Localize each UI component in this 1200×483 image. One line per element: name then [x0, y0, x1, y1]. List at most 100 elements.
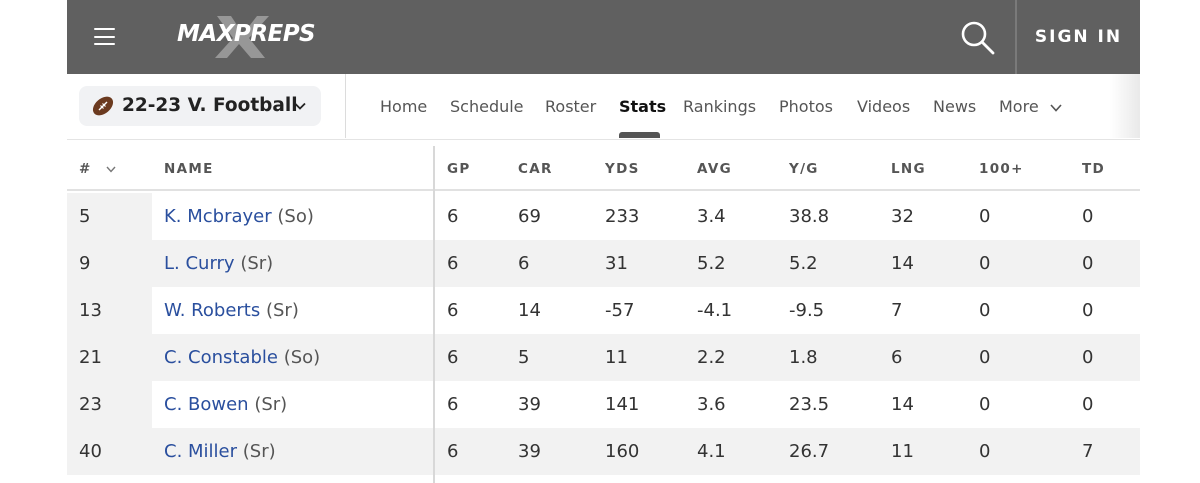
football-icon	[92, 96, 114, 116]
player-name-link[interactable]: K. Mcbrayer (So)	[164, 193, 314, 240]
column-header-100plus[interactable]: 100+	[979, 161, 1024, 177]
cell-gp: 6	[447, 253, 459, 274]
tab-photos[interactable]: Photos	[779, 97, 833, 116]
name-cell-background	[152, 287, 433, 334]
name-cell-background	[152, 240, 433, 287]
header-divider	[1015, 0, 1017, 74]
cell-yds: 31	[605, 253, 628, 274]
chevron-down-icon	[1050, 103, 1062, 112]
cell-yg: 1.8	[789, 347, 818, 368]
cell-td: 0	[1082, 206, 1094, 227]
player-class: (So)	[277, 206, 314, 227]
cell-gp: 6	[447, 394, 459, 415]
active-tab-indicator	[619, 132, 660, 138]
number-cell-background	[67, 240, 152, 287]
tab-rankings[interactable]: Rankings	[683, 97, 757, 116]
tab-stats[interactable]: Stats	[619, 97, 667, 116]
cell-td: 7	[1082, 441, 1094, 462]
cell-yg: 38.8	[789, 206, 830, 227]
column-header-name[interactable]: NAME	[164, 161, 214, 177]
cell-lng: 11	[891, 441, 914, 462]
column-header-td[interactable]: TD	[1082, 161, 1106, 177]
cell-gp: 6	[447, 300, 459, 321]
number-cell-background	[67, 287, 152, 334]
column-header-lng[interactable]: LNG	[891, 161, 926, 177]
search-icon[interactable]	[960, 20, 996, 56]
maxpreps-logo[interactable]: MAXPREPS	[177, 14, 317, 58]
player-name-link[interactable]: W. Roberts (Sr)	[164, 287, 299, 334]
column-header-car[interactable]: CAR	[518, 161, 553, 177]
cell-avg: 5.2	[697, 253, 726, 274]
column-header-number[interactable]: #	[79, 146, 116, 191]
table-row: 13 W. Roberts (Sr) 6 14 -57 -4.1 -9.5 7 0 0	[67, 287, 1140, 334]
player-name: C. Constable	[164, 347, 278, 368]
sticky-column-divider	[433, 146, 435, 483]
tab-more[interactable]: More	[999, 74, 1062, 138]
sport-season-dropdown[interactable]: 22-23 V. Football	[79, 86, 321, 126]
table-row: 23 C. Bowen (Sr) 6 39 141 3.6 23.5 14 0 0	[67, 381, 1140, 428]
cell-jersey-number: 40	[79, 441, 102, 462]
column-header-yds[interactable]: YDS	[605, 161, 640, 177]
player-name-link[interactable]: C. Miller (Sr)	[164, 428, 276, 475]
cell-yds: 11	[605, 347, 628, 368]
number-cell-background	[67, 428, 152, 475]
cell-car: 6	[518, 253, 530, 274]
cell-jersey-number: 9	[79, 253, 91, 274]
cell-jersey-number: 13	[79, 300, 102, 321]
cell-gp: 6	[447, 206, 459, 227]
cell-yds: 233	[605, 206, 640, 227]
tab-news[interactable]: News	[933, 97, 977, 116]
player-class: (Sr)	[265, 300, 299, 321]
cell-jersey-number: 21	[79, 347, 102, 368]
tab-home[interactable]: Home	[380, 97, 428, 116]
cell-100plus: 0	[979, 253, 991, 274]
player-class: (Sr)	[242, 441, 276, 462]
cell-car: 39	[518, 394, 541, 415]
subnav-divider	[345, 74, 346, 138]
name-cell-background	[152, 334, 433, 381]
cell-car: 69	[518, 206, 541, 227]
sport-season-label: 22-23 V. Football	[122, 95, 298, 116]
tabs-scroll-fade	[1110, 74, 1140, 138]
column-header-yg[interactable]: Y/G	[789, 161, 819, 177]
table-row: 40 C. Miller (Sr) 6 39 160 4.1 26.7 11 0 7	[67, 428, 1140, 475]
table-row: 9 L. Curry (Sr) 6 6 31 5.2 5.2 14 0 0	[67, 240, 1140, 287]
cell-car: 39	[518, 441, 541, 462]
column-header-gp[interactable]: GP	[447, 161, 471, 177]
tab-roster[interactable]: Roster	[545, 97, 597, 116]
number-cell-background	[67, 193, 152, 240]
hamburger-menu-icon[interactable]	[94, 28, 115, 45]
cell-yg: 5.2	[789, 253, 818, 274]
column-header-avg[interactable]: AVG	[697, 161, 732, 177]
sort-chevron-icon	[106, 166, 116, 173]
player-name-link[interactable]: C. Constable (So)	[164, 334, 320, 381]
name-cell-background	[152, 428, 433, 475]
cell-jersey-number: 23	[79, 394, 102, 415]
player-class: (Sr)	[254, 394, 288, 415]
cell-td: 0	[1082, 300, 1094, 321]
cell-yds: 160	[605, 441, 640, 462]
cell-jersey-number: 5	[79, 206, 91, 227]
stats-page: MAXPREPS SIGN IN 22-23 V. Football	[67, 0, 1140, 483]
sign-in-button[interactable]: SIGN IN	[1034, 27, 1123, 47]
cell-avg: 2.2	[697, 347, 726, 368]
cell-lng: 7	[891, 300, 903, 321]
cell-100plus: 0	[979, 347, 991, 368]
tab-videos[interactable]: Videos	[857, 97, 911, 116]
tab-more-label: More	[999, 97, 1039, 116]
player-name: C. Miller	[164, 441, 238, 462]
cell-td: 0	[1082, 347, 1094, 368]
cell-lng: 32	[891, 206, 914, 227]
logo-x-mark	[215, 16, 269, 58]
number-cell-background	[67, 334, 152, 381]
cell-avg: 3.4	[697, 206, 726, 227]
cell-lng: 14	[891, 253, 914, 274]
cell-car: 14	[518, 300, 541, 321]
cell-100plus: 0	[979, 206, 991, 227]
player-name: K. Mcbrayer	[164, 206, 272, 227]
cell-lng: 14	[891, 394, 914, 415]
player-name-link[interactable]: L. Curry (Sr)	[164, 240, 273, 287]
tab-schedule[interactable]: Schedule	[450, 97, 524, 116]
player-name: L. Curry	[164, 253, 235, 274]
player-name-link[interactable]: C. Bowen (Sr)	[164, 381, 287, 428]
